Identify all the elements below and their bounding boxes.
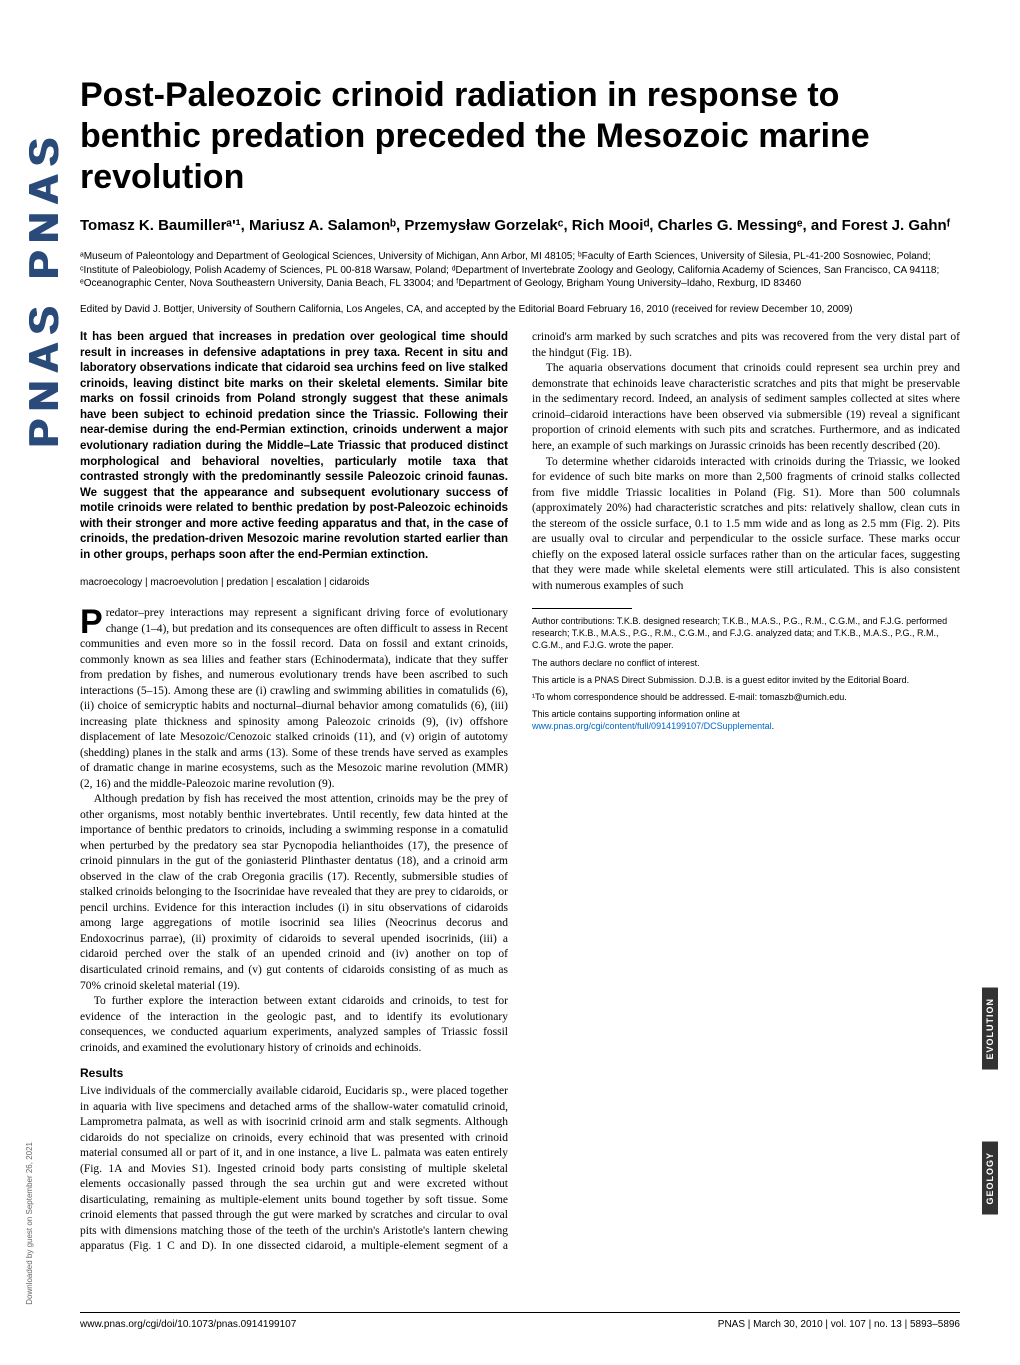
keywords: macroecology | macroevolution | predatio… bbox=[80, 577, 508, 588]
article-body: It has been argued that increases in pre… bbox=[80, 330, 960, 1270]
intro-section: Predator–prey interactions may represent… bbox=[80, 606, 508, 1056]
page-footer: www.pnas.org/cgi/doi/10.1073/pnas.091419… bbox=[80, 1312, 960, 1330]
affiliations: ᵃMuseum of Paleontology and Department o… bbox=[80, 250, 960, 291]
footnote-divider bbox=[532, 608, 632, 609]
supporting-info: This article contains supporting informa… bbox=[532, 708, 960, 732]
results-heading: Results bbox=[80, 1066, 508, 1080]
supporting-info-link[interactable]: www.pnas.org/cgi/content/full/0914199107… bbox=[532, 721, 772, 731]
results-paragraph-3: To determine whether cidaroids interacte… bbox=[532, 455, 960, 595]
intro-paragraph-3: To further explore the interaction betwe… bbox=[80, 994, 508, 1056]
results-paragraph-2: The aquaria observations document that c… bbox=[532, 361, 960, 454]
author-contributions: Author contributions: T.K.B. designed re… bbox=[532, 615, 960, 651]
author-list: Tomasz K. Baumillerᵃ'¹, Mariusz A. Salam… bbox=[80, 215, 960, 236]
abstract: It has been argued that increases in pre… bbox=[80, 330, 508, 563]
dropcap: P bbox=[80, 608, 103, 637]
citation-info: PNAS | March 30, 2010 | vol. 107 | no. 1… bbox=[718, 1319, 960, 1330]
category-label-evolution: EVOLUTION bbox=[982, 988, 998, 1070]
doi-link[interactable]: www.pnas.org/cgi/doi/10.1073/pnas.091419… bbox=[80, 1319, 296, 1330]
intro-paragraph-1: Predator–prey interactions may represent… bbox=[80, 606, 508, 792]
direct-submission: This article is a PNAS Direct Submission… bbox=[532, 674, 960, 686]
category-label-geology: GEOLOGY bbox=[982, 1142, 998, 1215]
intro-paragraph-2: Although predation by fish has received … bbox=[80, 792, 508, 994]
footnotes: Author contributions: T.K.B. designed re… bbox=[532, 615, 960, 732]
article-page: Post-Paleozoic crinoid radiation in resp… bbox=[0, 0, 1020, 1310]
correspondence: ¹To whom correspondence should be addres… bbox=[532, 691, 960, 703]
edited-by: Edited by David J. Bottjer, University o… bbox=[80, 303, 960, 317]
article-title: Post-Paleozoic crinoid radiation in resp… bbox=[80, 75, 960, 197]
conflict-statement: The authors declare no conflict of inter… bbox=[532, 657, 960, 669]
